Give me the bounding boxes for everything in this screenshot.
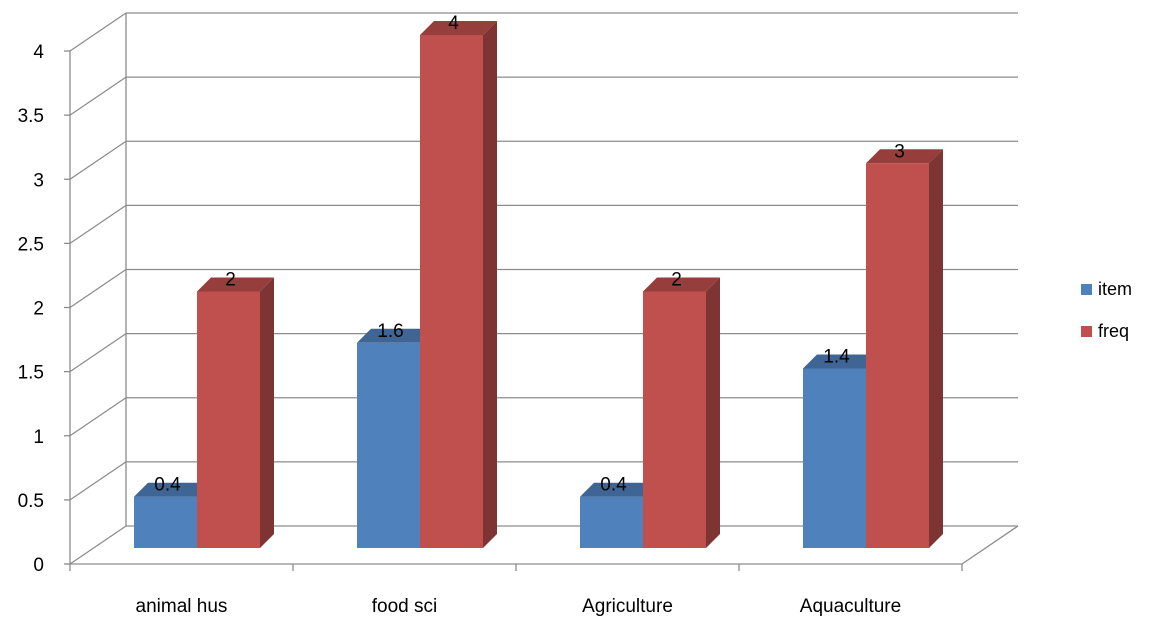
legend-swatch-freq <box>1081 325 1092 337</box>
y-tick-label: 0 <box>33 555 44 576</box>
bars <box>134 21 943 548</box>
bar-freq-1 <box>420 35 483 548</box>
axes: 0 0.5 1 1.5 2 2.5 3 3.5 4 animal hus food sci Agric… <box>18 42 1019 617</box>
bar-side-freq-2 <box>706 277 720 548</box>
bar-side-freq-0 <box>260 277 274 548</box>
bar-top-freq-2 <box>643 277 720 292</box>
bar-top-item-0 <box>134 482 211 497</box>
y-tick-label: 2.5 <box>18 234 44 255</box>
data-label-freq-1: 4 <box>448 13 459 34</box>
x-tick-label: Agriculture <box>582 596 673 617</box>
legend-swatch-item <box>1081 283 1092 295</box>
data-label-item-2: 0.4 <box>600 475 627 496</box>
gridline-side <box>69 140 127 180</box>
y-tick-label: 4 <box>33 42 44 63</box>
bar-item-1 <box>357 342 420 548</box>
gridline-side <box>69 333 127 373</box>
data-label-freq-2: 2 <box>671 270 682 291</box>
data-label-freq-0: 2 <box>225 270 236 291</box>
bar-top-item-2 <box>580 482 657 497</box>
y-tick-label: 0.5 <box>18 491 44 512</box>
y-tick-label: 1.5 <box>18 363 44 384</box>
data-label-item-3: 1.4 <box>823 346 850 367</box>
bar-top-item-3 <box>803 354 880 369</box>
data-labels: 0.4 2 1.6 4 0.4 2 1.4 3 <box>154 13 905 496</box>
y-tick-label: 3 <box>33 170 44 191</box>
data-label-item-0: 0.4 <box>154 475 181 496</box>
bar-freq-0 <box>197 291 260 548</box>
bar-top-item-1 <box>357 328 434 343</box>
gridline-side <box>69 525 127 565</box>
bar-item-2 <box>580 496 643 548</box>
bar-freq-3 <box>866 163 929 548</box>
bar-side-freq-1 <box>483 21 497 548</box>
gridline-side <box>69 76 127 116</box>
gridline-side <box>69 12 127 52</box>
legend-item-item: item <box>1081 277 1132 301</box>
gridline-side <box>69 461 127 501</box>
y-tick-label: 1 <box>33 427 44 448</box>
legend-label-item: item <box>1098 278 1133 299</box>
legend-label-freq: freq <box>1098 320 1130 341</box>
data-label-freq-3: 3 <box>894 141 905 162</box>
gridline-side <box>69 397 127 437</box>
bar-item-3 <box>803 368 866 548</box>
bar-freq-2 <box>643 291 706 548</box>
bar-item-0 <box>134 496 197 548</box>
bar-top-freq-3 <box>866 149 943 164</box>
bar-top-freq-1 <box>420 21 497 35</box>
x-tick-label: food sci <box>372 596 437 617</box>
bar-top-freq-0 <box>197 277 274 292</box>
data-label-item-1: 1.6 <box>377 321 403 342</box>
x-tick-label: animal hus <box>136 596 228 617</box>
y-tick-label: 2 <box>33 299 44 320</box>
floor-right-edge <box>961 525 1019 565</box>
gridline-side <box>69 268 127 309</box>
bar-side-freq-3 <box>929 149 943 548</box>
x-tick-label: Aquaculture <box>800 596 901 617</box>
y-tick-label: 3.5 <box>18 106 44 127</box>
legend: item freq <box>1081 277 1132 361</box>
gridline-side <box>69 204 127 244</box>
legend-item-freq: freq <box>1081 319 1132 343</box>
